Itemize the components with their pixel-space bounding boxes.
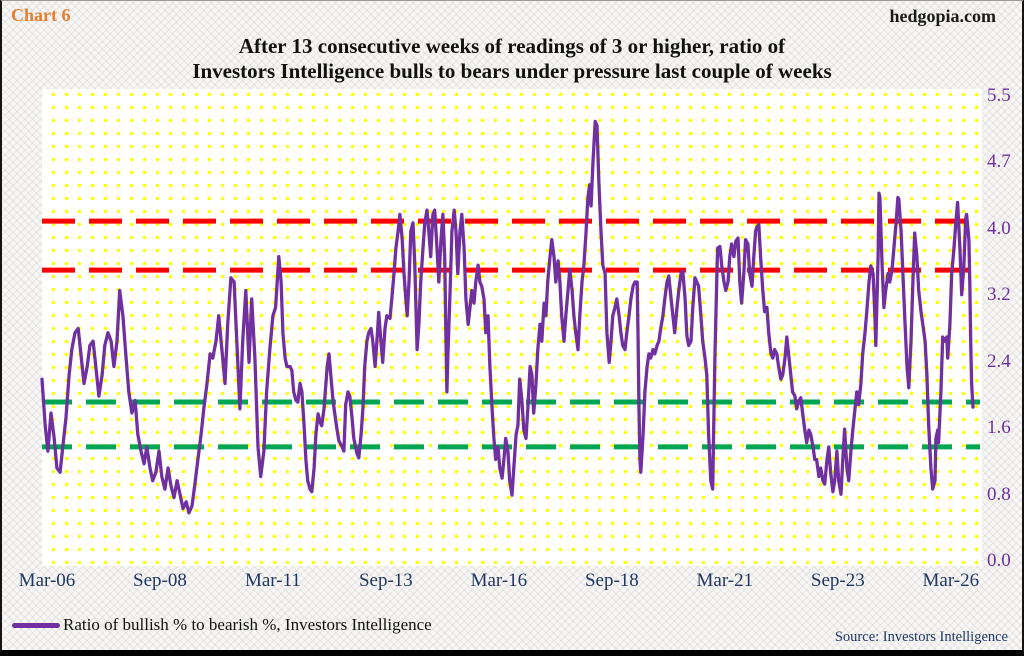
source-note: Source: Investors Intelligence xyxy=(834,629,1008,645)
x-tick-label: Mar-16 xyxy=(470,570,528,591)
x-tick-label: Mar-26 xyxy=(922,570,980,591)
chart-title-line2: Investors Intelligence bulls to bears un… xyxy=(192,59,832,83)
y-tick-label: 2.4 xyxy=(987,350,1011,372)
x-tick-label: Sep-18 xyxy=(584,570,639,591)
y-tick-label: 0.0 xyxy=(987,550,1011,571)
legend-line-swatch xyxy=(12,622,60,628)
x-tick-label: Sep-13 xyxy=(358,570,413,591)
chart-title: After 13 consecutive weeks of readings o… xyxy=(42,34,982,84)
y-tick-label: 0.8 xyxy=(987,483,1011,505)
y-tick-label: 4.7 xyxy=(987,151,1011,173)
y-tick-label: 1.6 xyxy=(987,417,1011,439)
y-tick-label: 5.5 xyxy=(987,85,1011,106)
legend-label: Ratio of bullish % to bearish %, Investo… xyxy=(63,615,432,634)
x-tick-label: Mar-11 xyxy=(244,570,301,591)
y-tick-label: 3.2 xyxy=(987,284,1011,306)
x-tick-label: Mar-21 xyxy=(696,570,754,591)
site-watermark: hedgopia.com xyxy=(889,6,996,26)
x-tick-label: Sep-23 xyxy=(810,570,865,591)
x-tick-label: Sep-08 xyxy=(133,570,187,591)
chart-title-line1: After 13 consecutive weeks of readings o… xyxy=(238,34,786,58)
y-tick-label: 4.0 xyxy=(987,217,1011,239)
legend: Ratio of bullish % to bearish %, Investo… xyxy=(12,615,432,634)
x-tick-label: Mar-06 xyxy=(18,570,76,591)
plot-area xyxy=(42,89,982,566)
chart-number-label: Chart 6 xyxy=(11,5,71,25)
